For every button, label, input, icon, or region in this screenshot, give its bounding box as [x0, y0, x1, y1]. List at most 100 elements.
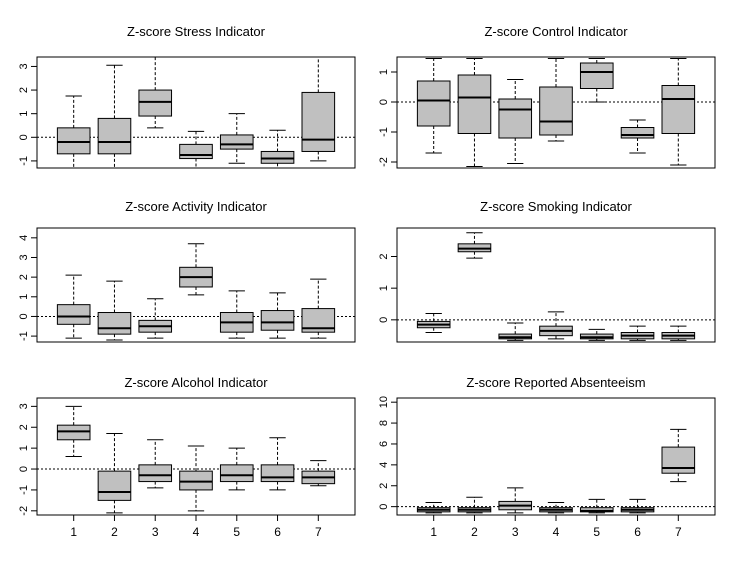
y-tick-label: 8	[378, 420, 390, 426]
box-2	[97, 433, 132, 514]
x-tick-label: 3	[512, 525, 519, 539]
box-5	[219, 447, 254, 491]
y-tick-label: -2	[378, 157, 390, 167]
box-1	[416, 58, 451, 154]
box-5	[219, 113, 254, 164]
iqr-box	[661, 85, 696, 134]
y-tick-label: -1	[18, 331, 30, 341]
plot-frame	[36, 227, 356, 343]
box-4	[539, 58, 573, 142]
y-tick-label: 0	[18, 313, 30, 319]
y-tick-label: 10	[378, 396, 390, 408]
box-1	[416, 501, 451, 514]
box-7	[301, 56, 336, 162]
box-3	[498, 322, 533, 341]
chart-title: Z-score Control Indicator	[484, 24, 628, 39]
iqr-box	[56, 127, 91, 155]
chart-title: Z-score Alcohol Indicator	[124, 375, 268, 390]
box-7	[301, 460, 336, 487]
iqr-box	[179, 470, 213, 491]
box-1	[56, 274, 91, 339]
panel-4: Z-score Smoking Indicator 0 1 2	[378, 199, 716, 343]
box-5	[579, 58, 614, 103]
y-tick-label: 1	[18, 294, 30, 300]
x-tick-label: 6	[634, 525, 641, 539]
box-5	[219, 290, 254, 339]
iqr-box	[579, 62, 614, 89]
iqr-box	[97, 312, 132, 335]
box-3	[498, 487, 533, 514]
iqr-box	[260, 150, 295, 164]
y-tick-label: 0	[378, 504, 390, 510]
box-1	[56, 95, 91, 169]
iqr-box	[56, 424, 91, 441]
y-tick-label: -1	[18, 156, 30, 166]
y-tick-label: 3	[18, 254, 30, 260]
iqr-box	[620, 127, 655, 139]
iqr-box	[498, 98, 533, 139]
y-tick-label: -2	[18, 506, 30, 516]
box-6	[260, 437, 295, 491]
box-4	[179, 130, 213, 169]
box-4	[179, 445, 213, 512]
chart-title: Z-score Activity Indicator	[125, 199, 267, 214]
iqr-box	[138, 464, 173, 483]
box-2	[97, 64, 132, 169]
y-tick-label: 3	[18, 403, 30, 409]
iqr-box	[539, 86, 573, 136]
box-2	[97, 280, 132, 341]
y-tick-label: 0	[378, 317, 390, 323]
iqr-box	[457, 74, 492, 134]
iqr-box	[179, 143, 213, 160]
chart-title: Z-score Smoking Indicator	[480, 199, 632, 214]
x-tick-label: 5	[593, 525, 600, 539]
box-3	[138, 439, 173, 489]
y-tick-label: 1	[378, 285, 390, 291]
box-6	[260, 129, 295, 169]
box-3	[138, 56, 173, 129]
x-tick-label: 3	[152, 525, 159, 539]
y-tick-label: 0	[18, 466, 30, 472]
box-5	[579, 498, 614, 514]
y-tick-label: 1	[378, 69, 390, 75]
box-1	[416, 313, 451, 333]
panel-2: Z-score Control Indicator -2 -1 0 1	[378, 24, 716, 169]
box-5	[579, 328, 614, 341]
chart-title: Z-score Stress Indicator	[127, 24, 266, 39]
y-tick-label: 0	[378, 99, 390, 105]
iqr-box	[260, 464, 295, 483]
box-4	[539, 311, 573, 340]
y-tick-label: 1	[18, 445, 30, 451]
y-tick-label: 3	[18, 63, 30, 69]
iqr-box	[416, 80, 451, 127]
y-tick-label: 2	[378, 483, 390, 489]
y-tick-label: 1	[18, 111, 30, 117]
x-tick-label: 1	[430, 525, 437, 539]
iqr-box	[56, 304, 91, 325]
x-tick-label: 7	[315, 525, 322, 539]
y-tick-label: 4	[18, 235, 30, 241]
box-3	[498, 79, 533, 164]
chart-title: Z-score Reported Absenteeism	[466, 375, 645, 390]
panel-1: Z-score Stress Indicator -1 0 1 2 3	[18, 24, 356, 169]
x-tick-label: 2	[471, 525, 478, 539]
y-tick-label: 2	[18, 424, 30, 430]
iqr-box	[97, 117, 132, 155]
box-7	[661, 428, 696, 483]
box-6	[260, 292, 295, 339]
x-tick-label: 5	[233, 525, 240, 539]
y-tick-label: 4	[378, 462, 390, 468]
iqr-box	[97, 470, 132, 501]
y-tick-label: 2	[18, 87, 30, 93]
y-tick-label: -1	[378, 127, 390, 137]
iqr-box	[219, 134, 254, 150]
box-7	[301, 278, 336, 339]
box-2	[457, 58, 492, 167]
iqr-box	[138, 89, 173, 117]
y-tick-label: 2	[18, 274, 30, 280]
box-6	[620, 498, 655, 514]
y-tick-label: -1	[18, 485, 30, 495]
x-tick-label: 7	[675, 525, 682, 539]
